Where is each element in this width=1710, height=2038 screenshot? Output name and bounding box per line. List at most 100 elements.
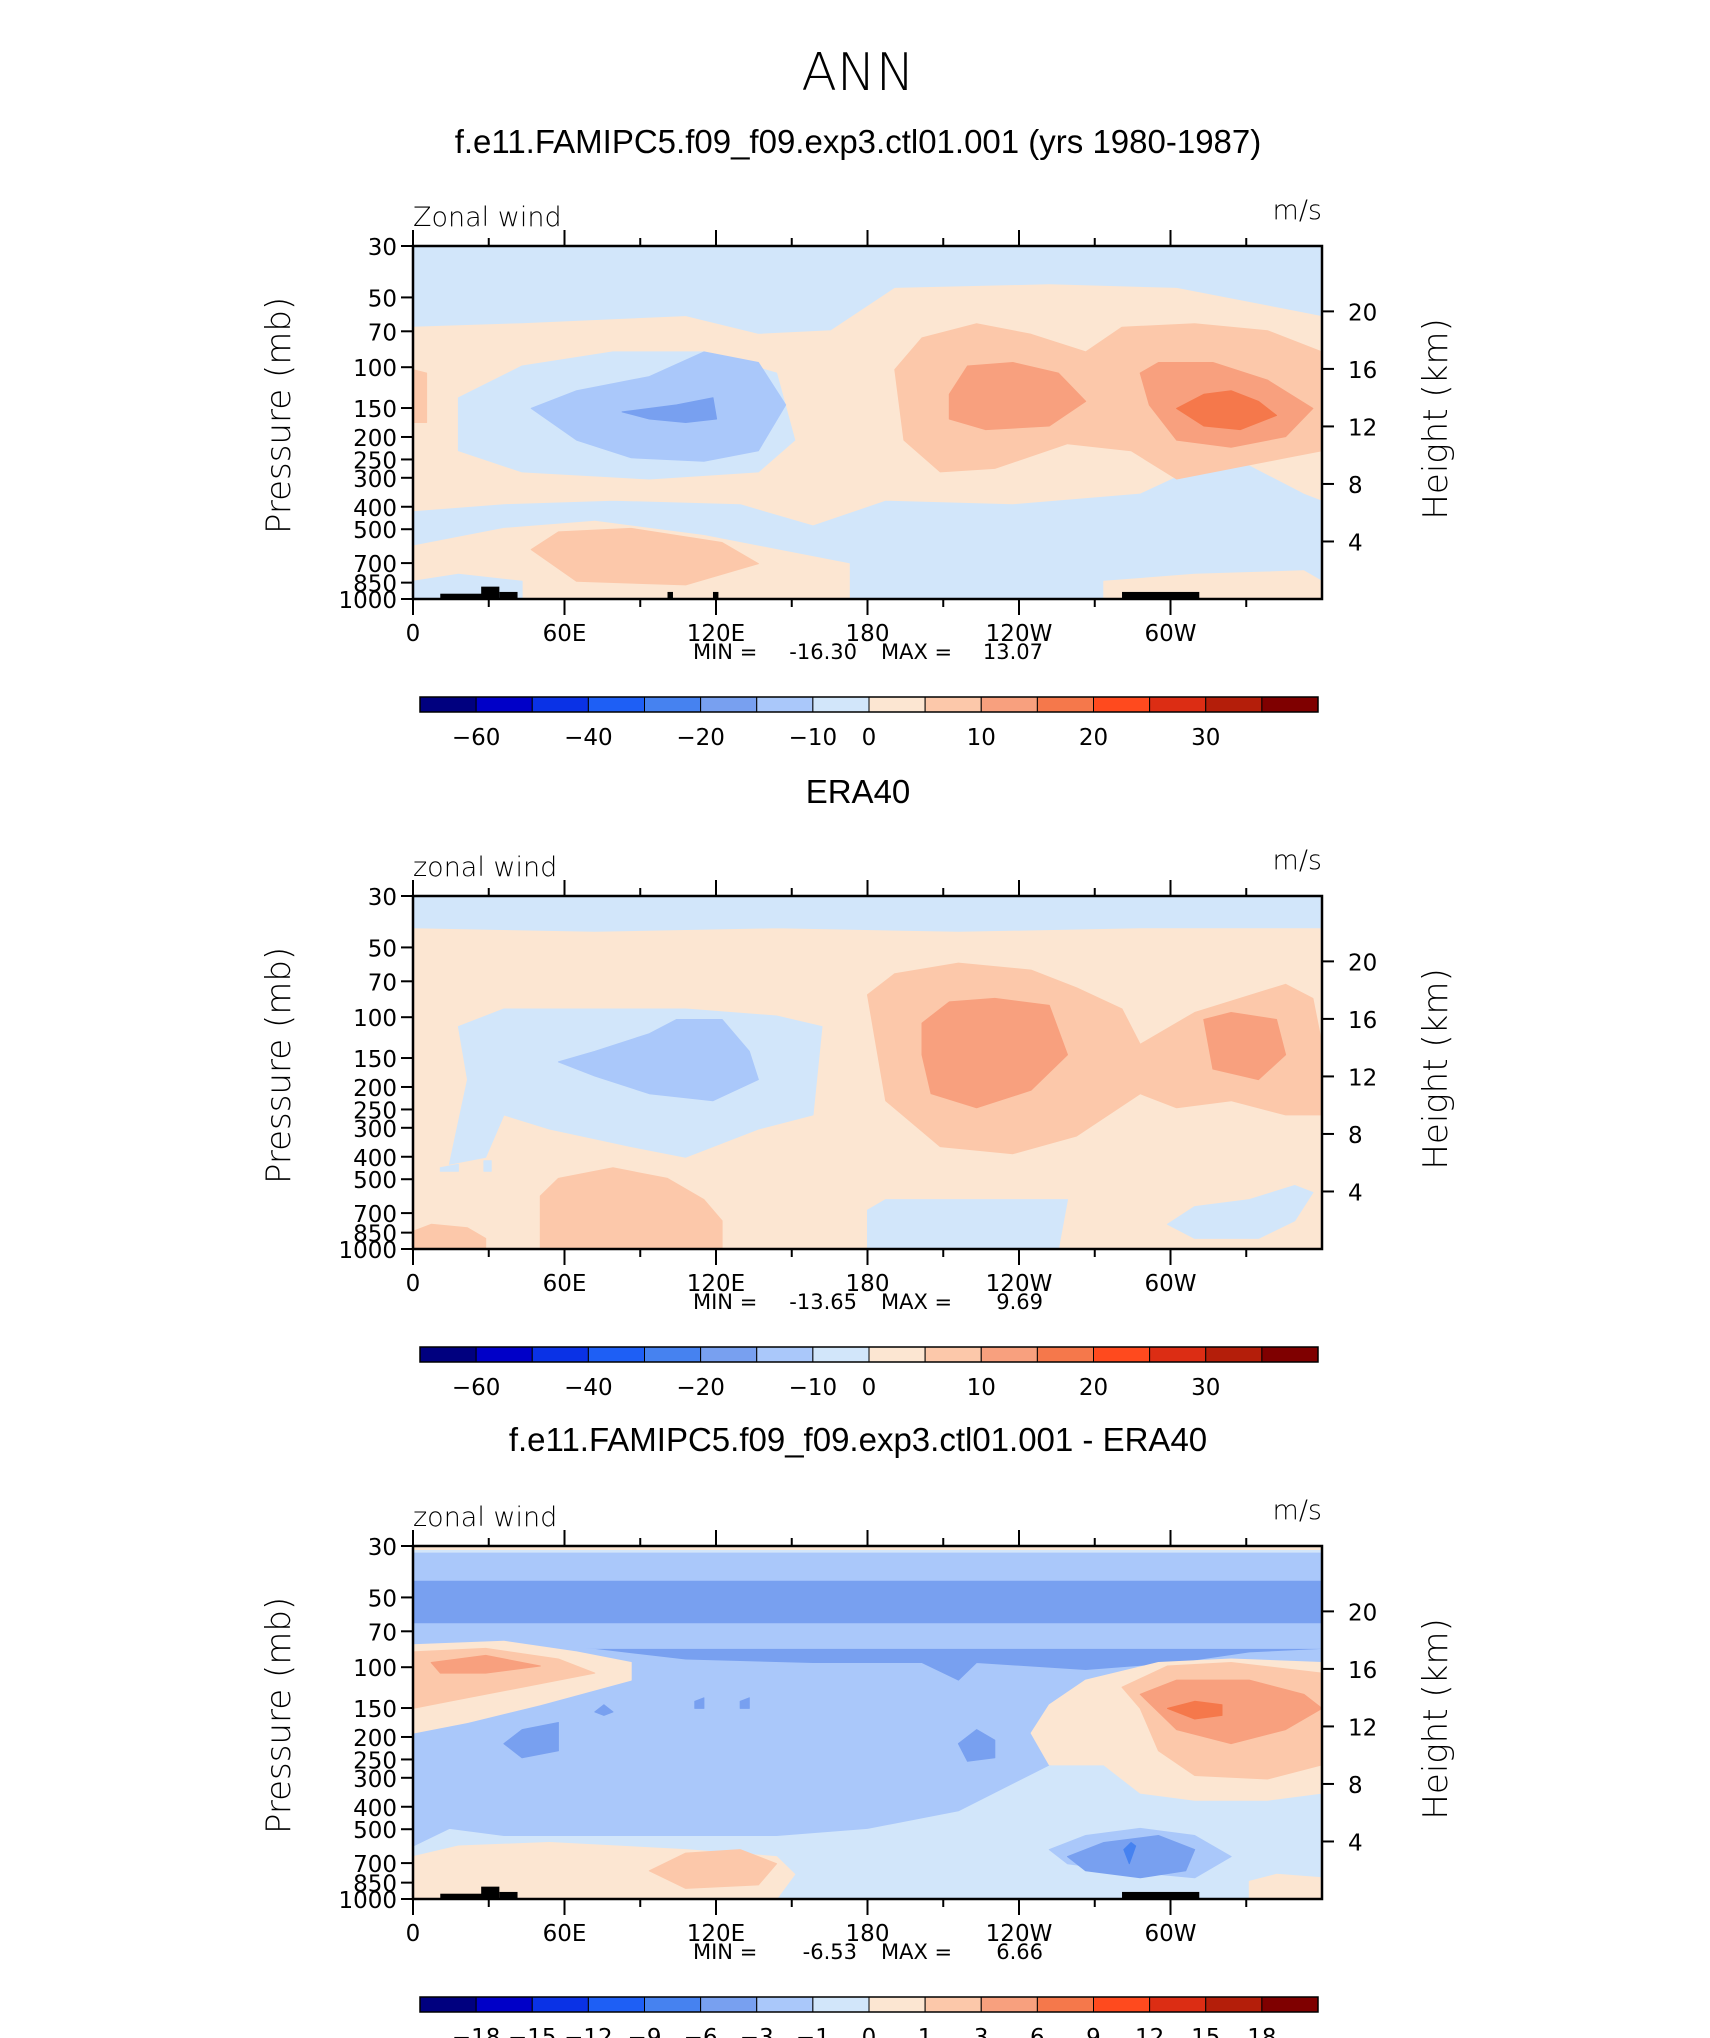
colorbar-swatch (419, 1346, 477, 1363)
colorbar-swatch (980, 1996, 1038, 2013)
colorbar-swatch (644, 1346, 702, 1363)
colorbar-tick-label: 18 (1247, 2025, 1276, 2038)
colorbar-tick-label: 9 (1086, 2025, 1101, 2038)
colorbar-swatch (1093, 1346, 1151, 1363)
contour-region (694, 1697, 705, 1709)
colorbar-tick-label: −20 (676, 1375, 725, 1401)
y-tick-label: 200 (353, 426, 397, 452)
colorbar: −60 −40 −20 −10 0 10 20 30 (419, 696, 1319, 751)
units-label: m/s (1273, 1495, 1322, 1526)
colorbar-frame (419, 696, 1319, 713)
colorbar-frame (419, 1346, 1319, 1363)
y-tick-label: 400 (353, 496, 397, 522)
x-tick-label: 0 (406, 1921, 421, 1947)
x-tick-label: 60W (1144, 621, 1196, 647)
contour-region (413, 1223, 487, 1249)
y-tick-label: 150 (353, 1697, 397, 1723)
max-value: 9.69 (996, 1290, 1043, 1314)
colorbar-tick-label: −60 (452, 725, 501, 751)
y2-tick-label: 20 (1348, 950, 1377, 976)
colorbar: −60 −40 −20 −10 0 10 20 30 (419, 1346, 1319, 1401)
variable-label: zonal wind (413, 1502, 557, 1533)
contour-region (1139, 1679, 1322, 1745)
colorbar-tick-label: 1 (918, 2025, 933, 2038)
y2-axis-title: Height (km) (1416, 318, 1456, 519)
y-tick-label: 500 (353, 518, 397, 544)
min-label: MIN = (693, 1290, 757, 1314)
y-tick-label: 50 (368, 1586, 397, 1612)
colorbar-tick-label: −10 (789, 1375, 838, 1401)
y-tick-label: 30 (368, 235, 397, 261)
y-tick-label: 100 (353, 356, 397, 382)
y-tick-label: 200 (353, 1726, 397, 1752)
y-tick-label: 400 (353, 1796, 397, 1822)
colorbar-swatch (1149, 1996, 1207, 2013)
colorbar-swatch (1149, 1346, 1207, 1363)
min-value: -16.30 (789, 640, 857, 664)
y2-tick-label: 4 (1348, 530, 1363, 556)
y-tick-label: 150 (353, 397, 397, 423)
colorbar-tick-label: −40 (564, 725, 613, 751)
contour-region (413, 896, 1322, 1249)
contour-fill (413, 1546, 1322, 1899)
y-tick-label: 70 (368, 320, 397, 346)
colorbar-swatch (1036, 1346, 1094, 1363)
colorbar-swatch (531, 696, 589, 713)
y-tick-label: 250 (353, 1098, 397, 1124)
y-tick-label: 400 (353, 1146, 397, 1172)
x-tick-label: 180 (846, 1921, 890, 1947)
colorbar-swatch (756, 696, 814, 713)
topography-block (499, 1891, 518, 1899)
contour-region (413, 1623, 1322, 1649)
y2-axis-title: Height (km) (1416, 968, 1456, 1169)
colorbar-swatch (700, 1346, 758, 1363)
colorbar-swatch (1149, 696, 1207, 713)
panel-title: ERA40 (806, 773, 911, 810)
x-tick-label: 60W (1144, 1271, 1196, 1297)
panel-title: f.e11.FAMIPC5.f09_f09.exp3.ctl01.001 (yr… (455, 123, 1262, 160)
colorbar-swatch (756, 1996, 814, 2013)
y-tick-label: 50 (368, 286, 397, 312)
y2-tick-label: 16 (1348, 1008, 1377, 1034)
x-tick-label: 60E (543, 1271, 587, 1297)
topography-block (440, 593, 495, 599)
x-tick-label: 180 (846, 621, 890, 647)
colorbar-swatch (924, 696, 982, 713)
y-axis-title: Pressure (mb) (259, 297, 299, 534)
y-tick-label: 300 (353, 1117, 397, 1143)
x-tick-label: 120E (687, 1271, 745, 1297)
y2-tick-label: 12 (1348, 1065, 1377, 1091)
colorbar-swatch (587, 696, 645, 713)
contour-region (413, 896, 1322, 932)
colorbar-tick-label: 0 (862, 1375, 877, 1401)
y2-tick-label: 20 (1348, 300, 1377, 326)
x-tick-label: 60E (543, 1921, 587, 1947)
units-label: m/s (1273, 845, 1322, 876)
y-tick-label: 100 (353, 1656, 397, 1682)
x-tick-label: 60E (543, 621, 587, 647)
contour-region (1167, 1700, 1223, 1720)
min-label: MIN = (693, 1940, 757, 1964)
colorbar-swatch (644, 1996, 702, 2013)
topography-block (667, 591, 673, 599)
colorbar-swatch (1261, 1346, 1319, 1363)
y-axis-title: Pressure (mb) (259, 1597, 299, 1834)
colorbar-swatch (419, 1996, 477, 2013)
max-value: 6.66 (996, 1940, 1043, 1964)
colorbar-tick-label: 3 (974, 2025, 989, 2038)
panel-1: f.e11.FAMIPC5.f09_f09.exp3.ctl01.001 (yr… (259, 123, 1456, 751)
y2-tick-label: 16 (1348, 1658, 1377, 1684)
colorbar-swatch (812, 696, 870, 713)
topography-block (481, 1886, 500, 1899)
colorbar-swatch (1093, 696, 1151, 713)
y-tick-label: 300 (353, 467, 397, 493)
colorbar-swatch (1261, 1996, 1319, 2013)
x-tick-label: 180 (846, 1271, 890, 1297)
colorbar-swatch (980, 1346, 1038, 1363)
colorbar-tick-label: 12 (1135, 2025, 1164, 2038)
x-tick-label: 120E (687, 621, 745, 647)
y-axis-title: Pressure (mb) (259, 947, 299, 1184)
main-title: ANN (801, 43, 914, 103)
y-tick-label: 700 (353, 1852, 397, 1878)
